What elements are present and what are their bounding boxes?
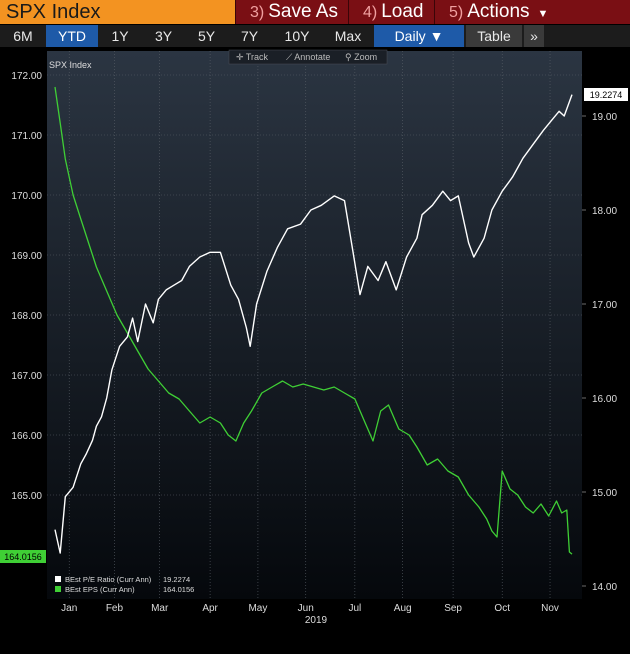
price-chart[interactable]: SPX Index ✛ Track ⟋ Annotate ⚲ Zoom 165.… [0, 48, 630, 649]
last-value-box [0, 550, 46, 563]
table-button[interactable]: Table [466, 25, 522, 47]
x-tick-label: Aug [394, 603, 412, 614]
pe-last-value: 19.2274 [590, 90, 623, 100]
tab-5y[interactable]: 5Y [197, 28, 216, 44]
menu-number: 3) [250, 4, 265, 21]
x-tick-label: Jun [298, 603, 314, 614]
legend-label-eps: BEst EPS (Curr Ann) [65, 585, 135, 594]
x-axis: Jan Feb Mar Apr May Jun Jul Aug Sep Oct Nov [61, 603, 559, 614]
legend-value-eps: 164.0156 [163, 585, 194, 594]
right-tick-label: 15.00 [592, 488, 617, 499]
x-tick-label: Jul [348, 603, 361, 614]
left-tick-label: 171.00 [11, 131, 42, 142]
left-tick-label: 167.00 [11, 371, 42, 382]
left-tick-label: 165.00 [11, 491, 42, 502]
left-tick-label: 168.00 [11, 311, 42, 322]
grid [47, 51, 582, 599]
chart-panel: SPX Index ✛ Track ⟋ Annotate ⚲ Zoom 165.… [0, 48, 630, 649]
tab-7y[interactable]: 7Y [240, 28, 259, 44]
period-tab-bar: 6M YTD 1Y 3Y 5Y 7Y 10Y Max Daily ▼ Table… [0, 25, 630, 47]
chart-toolbar: ✛ Track ⟋ Annotate ⚲ Zoom [228, 49, 388, 65]
tab-10y[interactable]: 10Y [284, 28, 310, 44]
right-tick-label: 17.00 [592, 300, 617, 311]
last-value-right: 19.2274 [584, 88, 628, 101]
last-value-box [584, 88, 628, 101]
x-tick-label: Apr [202, 603, 218, 614]
chart-title: SPX Index [49, 60, 92, 70]
menu-label: Save As [268, 1, 338, 22]
x-tick-label: Feb [106, 603, 124, 614]
legend: BEst P/E Ratio (Curr Ann) 19.2274 BEst E… [55, 575, 194, 594]
frequency-dropdown[interactable]: Daily ▼ [374, 25, 464, 47]
more-icon[interactable]: » [524, 25, 544, 47]
save-as-button[interactable]: 3) Save As [235, 0, 348, 24]
tab-ytd[interactable]: YTD [46, 25, 98, 47]
zoom-button[interactable]: ⚲ Zoom [345, 52, 377, 62]
security-title[interactable]: SPX Index [0, 0, 235, 24]
tab-6m[interactable]: 6M [13, 28, 33, 44]
annotate-button[interactable]: ⟋ Annotate [286, 52, 330, 62]
x-tick-label: Mar [151, 603, 169, 614]
tab-max[interactable]: Max [334, 28, 362, 44]
tab-1y[interactable]: 1Y [111, 28, 129, 44]
menu-number: 5) [449, 4, 464, 21]
right-tick-label: 19.00 [592, 112, 617, 123]
plot-area [47, 51, 582, 599]
left-axis: 165.00 166.00 167.00 168.00 169.00 170.00 171.… [11, 71, 42, 502]
x-tick-label: Nov [541, 603, 559, 614]
left-tick-label: 169.00 [11, 251, 42, 262]
legend-swatch-eps [55, 586, 61, 592]
load-button[interactable]: 4) Load [348, 0, 434, 24]
last-value-left: 164.0156 [0, 550, 46, 563]
x-tick-label: May [248, 603, 267, 614]
pe-series-line [54, 94, 573, 554]
x-tick-label: Jan [61, 603, 77, 614]
chevron-down-icon: ▼ [537, 8, 549, 20]
track-button[interactable]: ✛ Track [236, 52, 269, 62]
eps-series-line [54, 86, 573, 555]
menu-label: Actions [467, 1, 530, 22]
menu-label: Load [381, 1, 424, 22]
x-axis-year: 2019 [305, 615, 328, 626]
left-tick-label: 170.00 [11, 191, 42, 202]
right-tick-label: 14.00 [592, 582, 617, 593]
left-tick-label: 172.00 [11, 71, 42, 82]
legend-value-pe: 19.2274 [163, 575, 190, 584]
menu-number: 4) [363, 4, 378, 21]
actions-button[interactable]: 5) Actions ▼ [434, 0, 552, 24]
x-tick-label: Oct [494, 603, 510, 614]
legend-swatch-pe [55, 576, 61, 582]
left-tick-label: 166.00 [11, 431, 42, 442]
right-tick-label: 16.00 [592, 394, 617, 405]
x-tick-label: Sep [444, 603, 462, 614]
tab-3y[interactable]: 3Y [154, 28, 173, 44]
eps-last-value: 164.0156 [4, 552, 42, 562]
legend-label-pe: BEst P/E Ratio (Curr Ann) [65, 575, 152, 584]
right-axis: 14.00 15.00 16.00 17.00 18.00 19.00 [582, 112, 617, 593]
top-bar: SPX Index 3) Save As 4) Load 5) Actions ▼ [0, 0, 630, 24]
right-tick-label: 18.00 [592, 206, 617, 217]
toolbar-background [228, 49, 388, 65]
